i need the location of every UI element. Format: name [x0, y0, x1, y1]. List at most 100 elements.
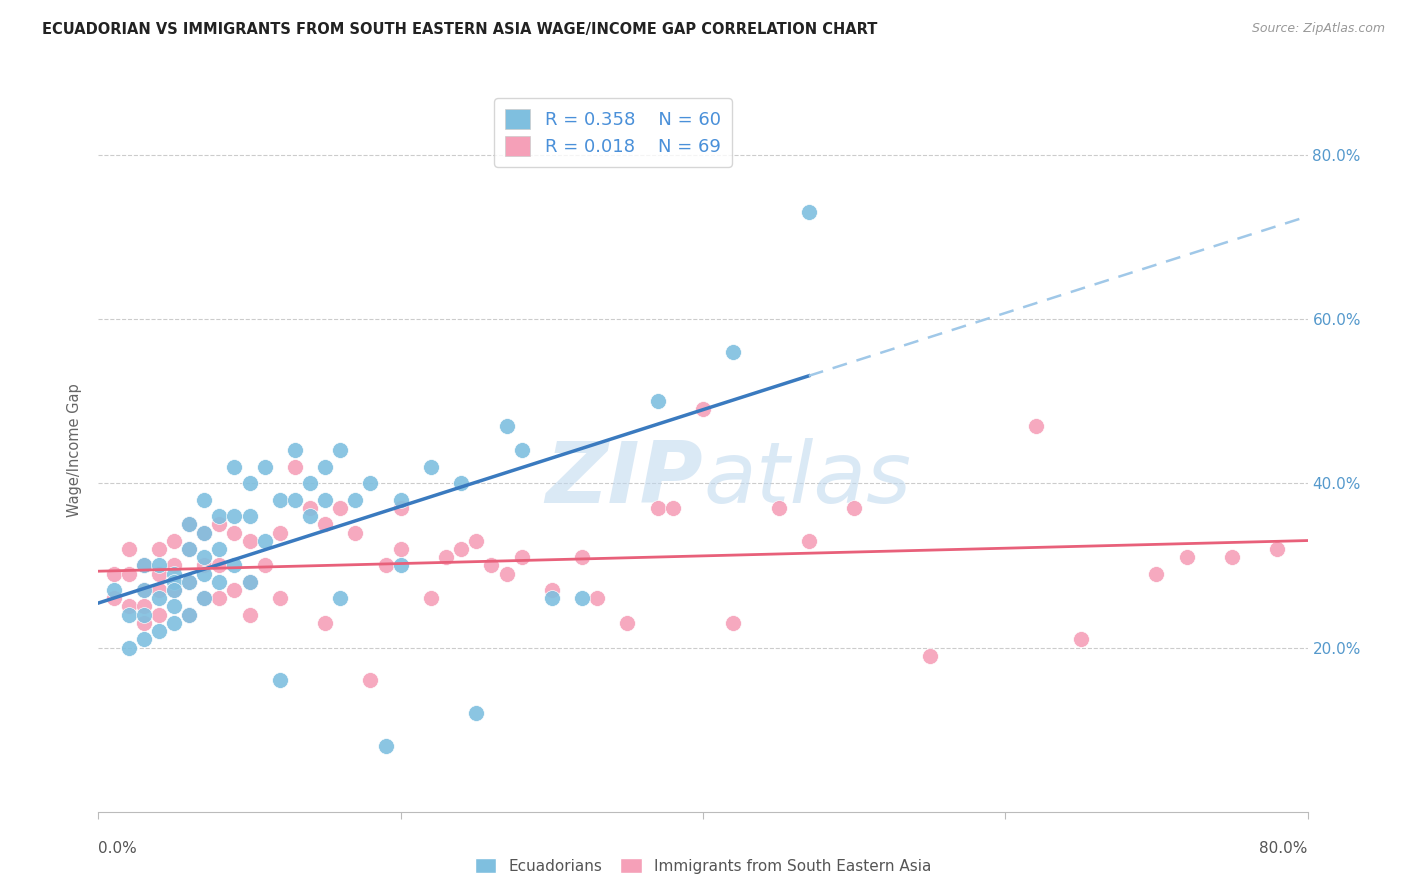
Point: [768, 500, 790, 515]
Point: [329, 591, 352, 606]
Point: [193, 591, 215, 606]
Point: [647, 394, 669, 409]
Point: [571, 591, 593, 606]
Point: [450, 476, 472, 491]
Point: [193, 525, 215, 540]
Point: [314, 459, 336, 474]
Point: [148, 541, 170, 556]
Point: [495, 566, 517, 581]
Point: [179, 541, 201, 556]
Point: [132, 582, 155, 597]
Point: [239, 533, 262, 548]
Point: [616, 615, 638, 630]
Point: [132, 582, 155, 597]
Point: [284, 443, 307, 458]
Point: [495, 418, 517, 433]
Point: [314, 492, 336, 507]
Point: [224, 558, 246, 573]
Point: [179, 574, 201, 589]
Point: [647, 500, 669, 515]
Point: [208, 541, 231, 556]
Point: [118, 640, 141, 655]
Point: [723, 345, 745, 359]
Text: 0.0%: 0.0%: [98, 840, 138, 855]
Point: [723, 615, 745, 630]
Point: [1175, 550, 1198, 565]
Point: [132, 632, 155, 647]
Point: [163, 533, 186, 548]
Point: [103, 591, 125, 606]
Point: [1070, 632, 1092, 647]
Point: [239, 574, 262, 589]
Legend: R = 0.358    N = 60, R = 0.018    N = 69: R = 0.358 N = 60, R = 0.018 N = 69: [495, 98, 731, 167]
Point: [208, 574, 231, 589]
Point: [163, 574, 186, 589]
Point: [148, 558, 170, 573]
Point: [118, 566, 141, 581]
Point: [179, 607, 201, 622]
Text: atlas: atlas: [703, 438, 911, 521]
Text: Source: ZipAtlas.com: Source: ZipAtlas.com: [1251, 22, 1385, 36]
Point: [1220, 550, 1243, 565]
Point: [797, 205, 820, 219]
Point: [692, 402, 714, 417]
Point: [465, 533, 488, 548]
Point: [299, 476, 322, 491]
Point: [253, 533, 276, 548]
Text: ZIP: ZIP: [546, 438, 703, 521]
Point: [269, 591, 291, 606]
Point: [118, 541, 141, 556]
Point: [239, 509, 262, 524]
Text: ECUADORIAN VS IMMIGRANTS FROM SOUTH EASTERN ASIA WAGE/INCOME GAP CORRELATION CHA: ECUADORIAN VS IMMIGRANTS FROM SOUTH EAST…: [42, 22, 877, 37]
Point: [540, 582, 562, 597]
Point: [540, 591, 562, 606]
Point: [314, 615, 336, 630]
Point: [374, 739, 396, 753]
Point: [148, 566, 170, 581]
Point: [163, 566, 186, 581]
Point: [269, 492, 291, 507]
Point: [132, 558, 155, 573]
Point: [118, 599, 141, 614]
Point: [179, 574, 201, 589]
Point: [284, 492, 307, 507]
Point: [163, 582, 186, 597]
Point: [208, 517, 231, 532]
Point: [179, 517, 201, 532]
Point: [224, 509, 246, 524]
Point: [389, 492, 412, 507]
Point: [224, 525, 246, 540]
Point: [510, 550, 533, 565]
Text: 80.0%: 80.0%: [1260, 840, 1308, 855]
Point: [360, 673, 382, 688]
Point: [299, 500, 322, 515]
Point: [269, 673, 291, 688]
Point: [389, 541, 412, 556]
Point: [269, 525, 291, 540]
Point: [148, 591, 170, 606]
Point: [239, 574, 262, 589]
Point: [163, 558, 186, 573]
Point: [132, 607, 155, 622]
Point: [360, 476, 382, 491]
Point: [844, 500, 866, 515]
Point: [163, 615, 186, 630]
Point: [239, 607, 262, 622]
Point: [132, 599, 155, 614]
Point: [118, 607, 141, 622]
Legend: Ecuadorians, Immigrants from South Eastern Asia: Ecuadorians, Immigrants from South Easte…: [468, 852, 938, 880]
Point: [239, 476, 262, 491]
Point: [1024, 418, 1046, 433]
Point: [389, 558, 412, 573]
Point: [481, 558, 503, 573]
Point: [253, 558, 276, 573]
Point: [193, 591, 215, 606]
Point: [510, 443, 533, 458]
Point: [420, 459, 443, 474]
Point: [661, 500, 683, 515]
Point: [284, 459, 307, 474]
Point: [132, 615, 155, 630]
Point: [465, 706, 488, 721]
Point: [586, 591, 609, 606]
Point: [434, 550, 457, 565]
